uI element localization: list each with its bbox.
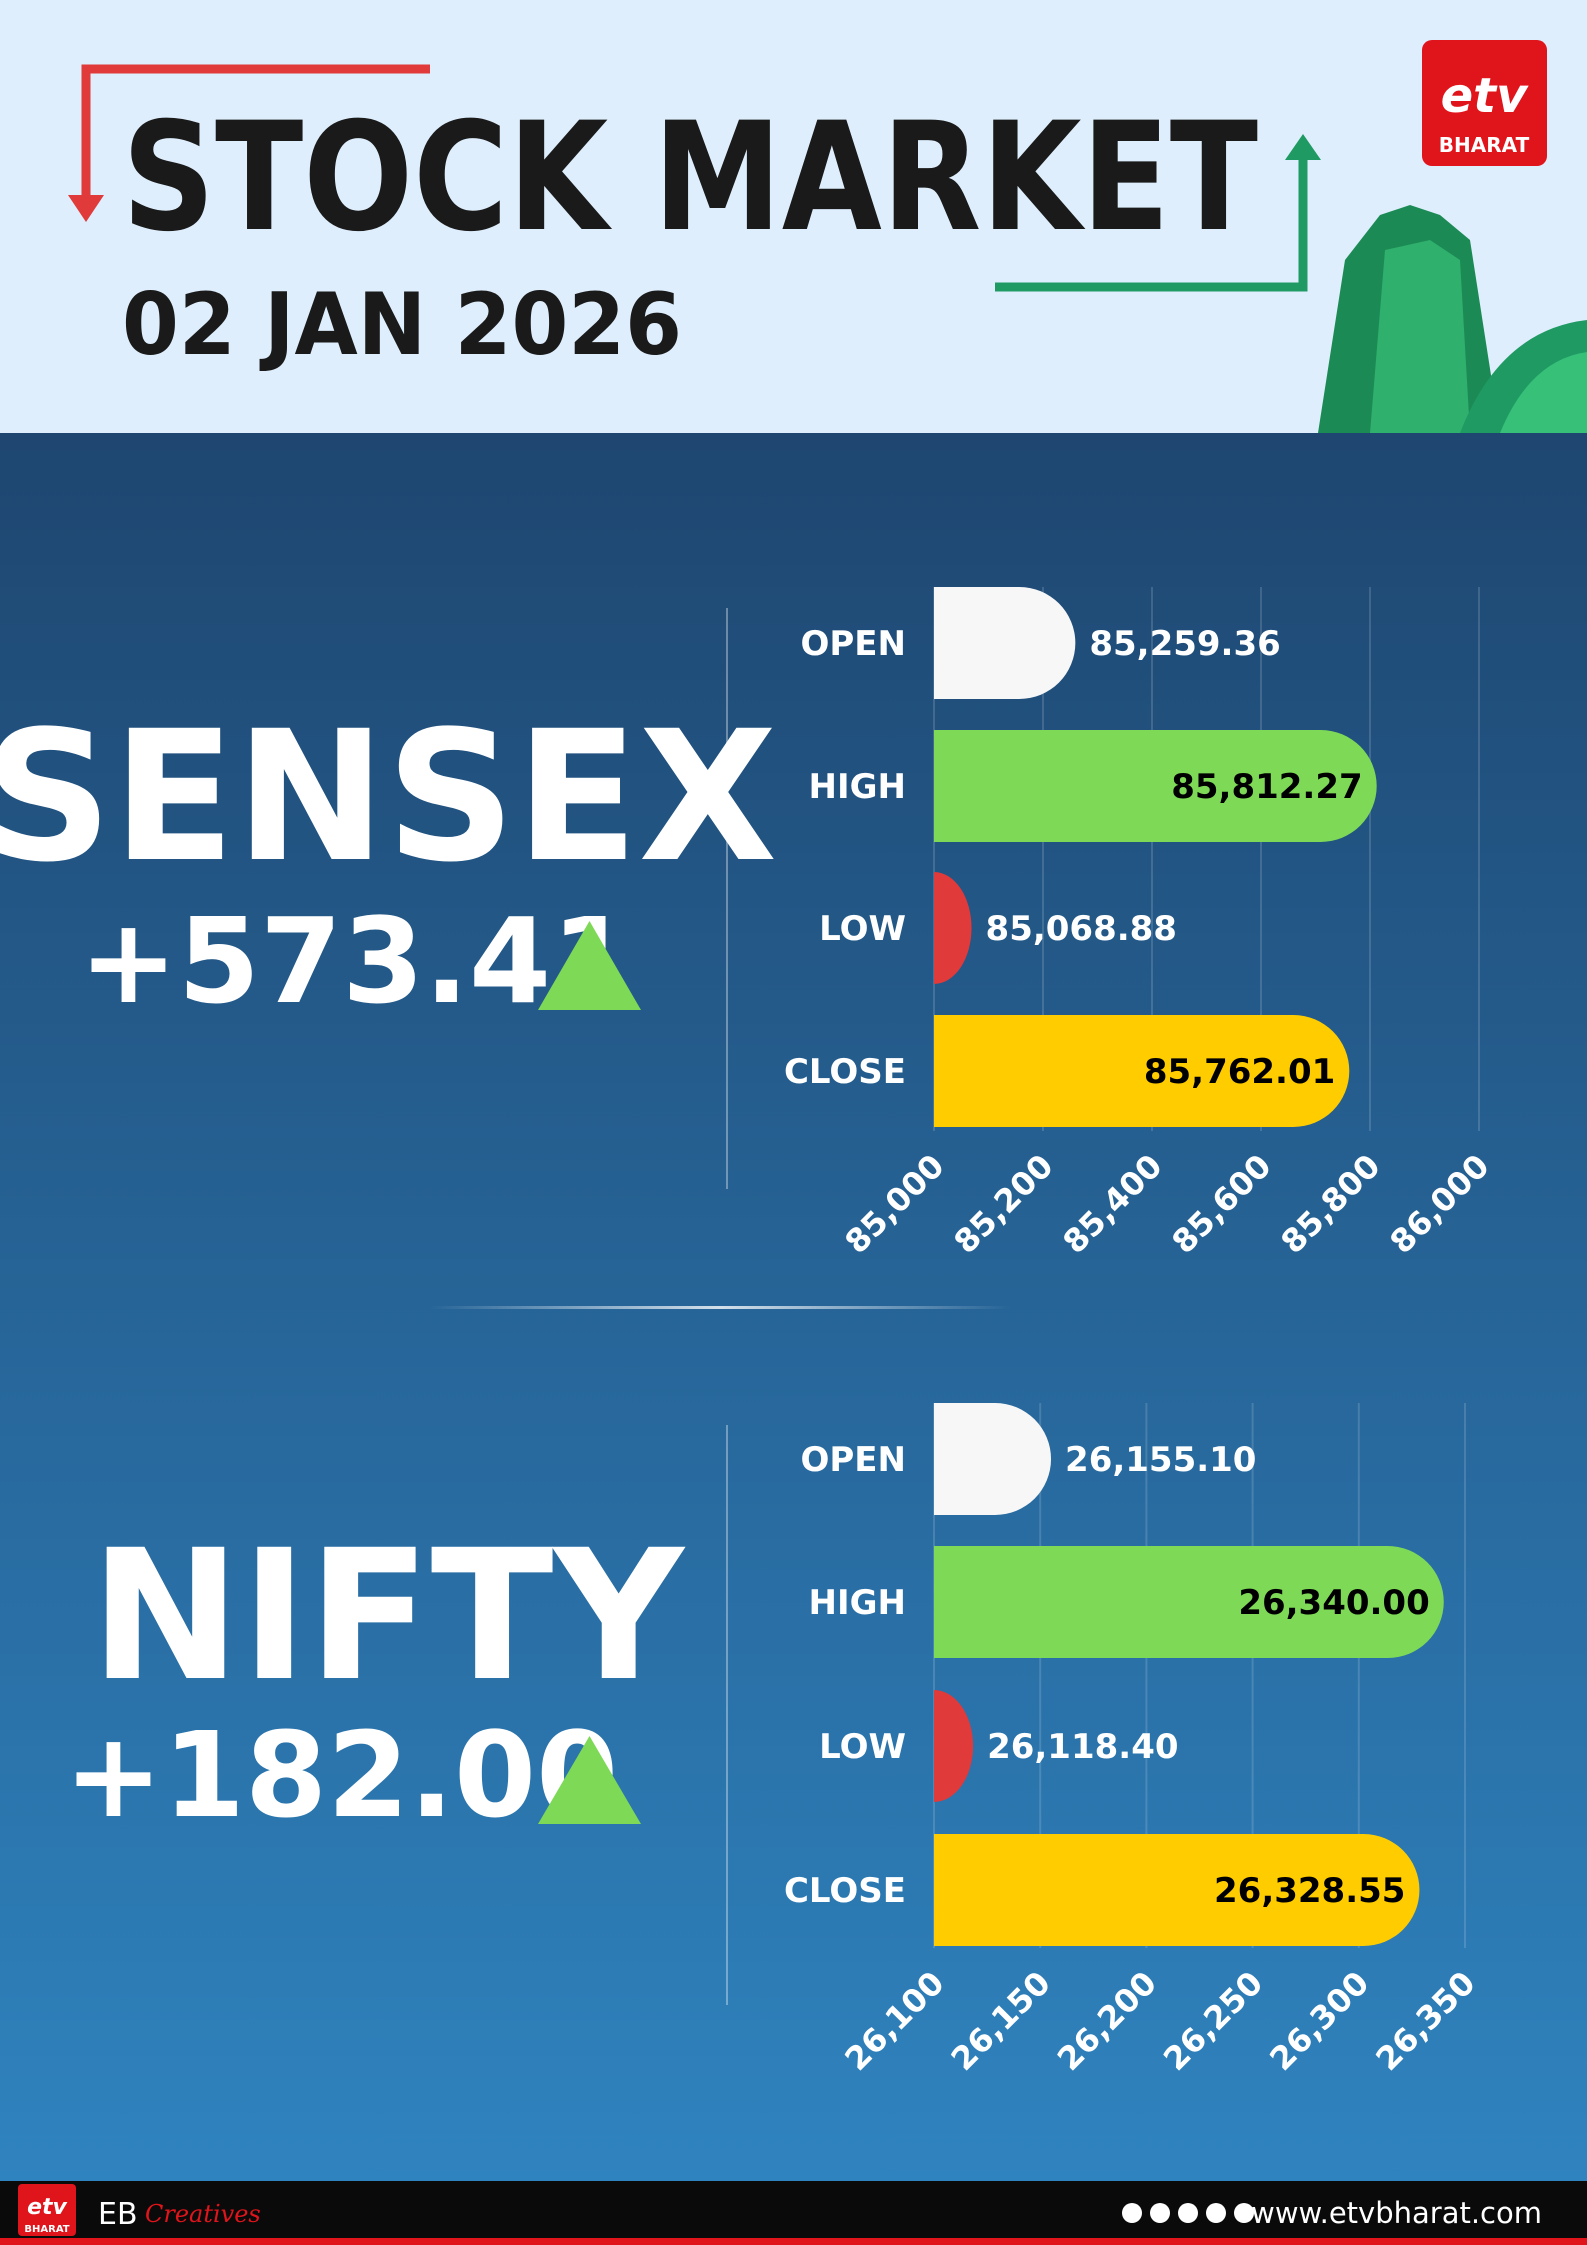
- category-label: HIGH: [809, 1583, 906, 1623]
- date: 02 JAN 2026: [122, 275, 682, 375]
- down-arrowhead: [68, 195, 104, 222]
- bar: [934, 730, 1377, 842]
- category-label: LOW: [819, 1727, 906, 1767]
- social-icons: [1122, 2203, 1254, 2223]
- value-label: 26,328.55: [1214, 1871, 1405, 1911]
- down-arrow: [81, 64, 430, 205]
- footer-logo-text: BHARAT: [24, 2224, 69, 2235]
- bar: [934, 1015, 1350, 1127]
- title: STOCK MARKET: [122, 91, 1258, 265]
- logo-mark: etv: [1441, 68, 1530, 124]
- footer-tagline: Creatives: [145, 2200, 261, 2228]
- footer-url: www.etvbharat.com: [1251, 2196, 1542, 2230]
- bar: [934, 1834, 1420, 1946]
- value-label: 26,155.10: [1065, 1440, 1256, 1480]
- value-label: 85,068.88: [986, 909, 1177, 949]
- up-arrowhead: [1285, 134, 1321, 160]
- category-label: HIGH: [809, 767, 906, 807]
- category-label: CLOSE: [784, 1052, 906, 1092]
- up-arrow: [995, 150, 1308, 292]
- value-label: 26,340.00: [1238, 1583, 1429, 1623]
- value-label: 85,812.27: [1171, 767, 1362, 807]
- bar: [934, 872, 972, 984]
- footer-logo-mark: etv: [27, 2195, 67, 2220]
- footer-brand: EB: [98, 2197, 138, 2232]
- bar: [934, 587, 1076, 699]
- category-label: LOW: [819, 909, 906, 949]
- category-label: OPEN: [800, 624, 906, 664]
- up-triangle: [538, 921, 641, 1010]
- up-triangle: [538, 1736, 641, 1824]
- bar: [934, 1546, 1444, 1658]
- value-label: 85,762.01: [1144, 1052, 1335, 1092]
- separator: [430, 1306, 1010, 1309]
- logo-bg: [1422, 40, 1547, 166]
- value-label: 85,259.36: [1089, 624, 1280, 664]
- building-illustration: [1318, 205, 1587, 433]
- category-label: CLOSE: [784, 1871, 906, 1911]
- footer-stripe: [0, 2238, 1587, 2245]
- index-change: +182.00: [64, 1706, 618, 1844]
- category-label: OPEN: [800, 1440, 906, 1480]
- index-name: SENSEX: [0, 693, 777, 902]
- logo-text: BHARAT: [1439, 133, 1530, 157]
- index-name: NIFTY: [90, 1512, 686, 1721]
- value-label: 26,118.40: [987, 1727, 1178, 1767]
- bar: [934, 1403, 1052, 1515]
- footer-bg: [0, 2181, 1587, 2245]
- bar: [934, 1690, 974, 1802]
- footer-logo-bg: [18, 2184, 76, 2236]
